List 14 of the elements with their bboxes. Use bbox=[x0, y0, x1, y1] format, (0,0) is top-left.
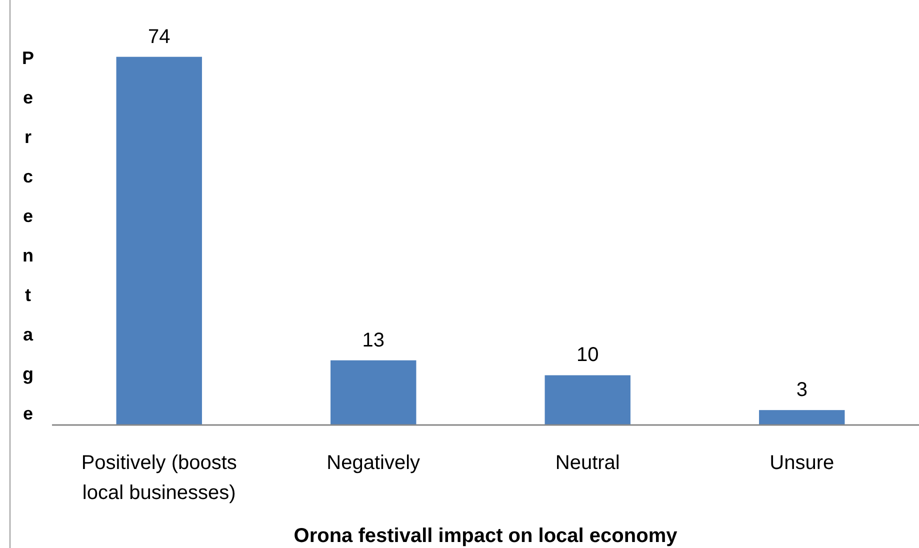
bar bbox=[330, 360, 416, 425]
x-tick-label: Neutral bbox=[555, 452, 620, 474]
bar bbox=[759, 410, 845, 425]
data-label: 3 bbox=[796, 379, 808, 402]
x-tick-label: Unsure bbox=[770, 452, 834, 474]
data-label: 10 bbox=[576, 344, 599, 366]
text: Orona festivall impact on local economy bbox=[294, 525, 678, 547]
bar bbox=[544, 375, 630, 425]
data-label: 74 bbox=[148, 26, 170, 48]
text: Percentage bbox=[22, 48, 34, 424]
x-tick-label: Positively (boosts local businesses) bbox=[81, 452, 237, 504]
x-tick-label: Negatively bbox=[326, 452, 420, 474]
data-label: 13 bbox=[362, 329, 384, 352]
bar bbox=[116, 56, 202, 425]
